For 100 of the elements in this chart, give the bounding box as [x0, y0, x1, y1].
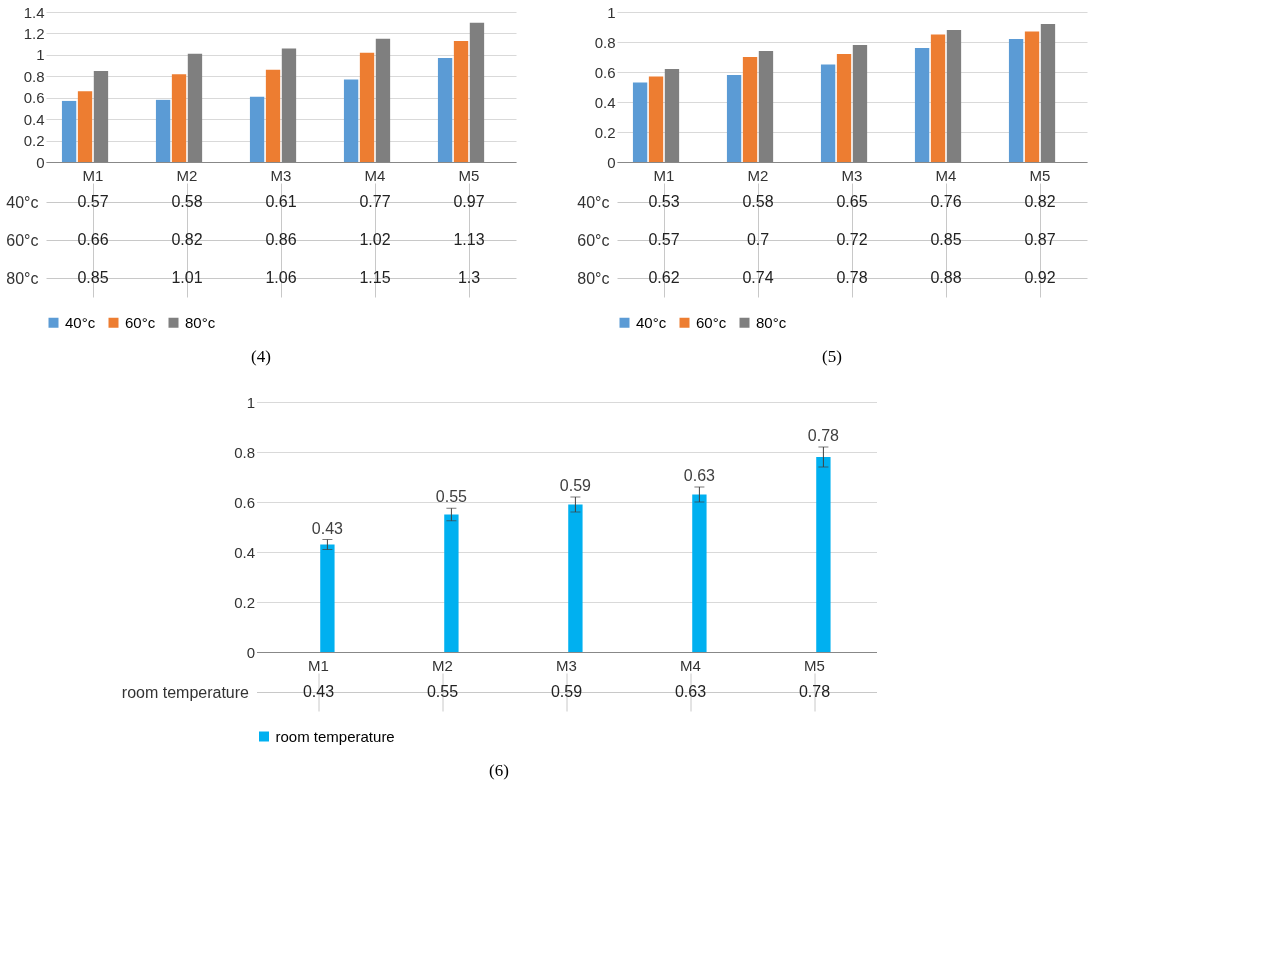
data-label: 1.01	[171, 269, 203, 286]
bar	[453, 40, 469, 162]
text: 80°c	[6, 269, 39, 287]
x-tick-label: M1	[653, 166, 675, 184]
data-label: 0.78	[836, 269, 868, 286]
data-label: 0.72	[836, 231, 868, 248]
data-label: 0.66	[77, 231, 109, 248]
data-label: 0.61	[265, 193, 297, 210]
bar	[77, 91, 93, 162]
data-label: 0.87	[1024, 231, 1056, 248]
y-tick-label: 0	[607, 153, 616, 171]
bar	[930, 34, 946, 162]
text: (5)	[821, 347, 842, 366]
bar	[1008, 39, 1024, 162]
data-label: 0.55	[426, 683, 459, 700]
x-tick-label: M3	[270, 166, 292, 184]
y-tick-label: 0.8	[23, 67, 45, 85]
data-label: 0.58	[742, 193, 774, 210]
data-label: 0.59	[550, 683, 583, 700]
data-label: 0.74	[742, 269, 774, 286]
data-label: 0.82	[171, 231, 203, 248]
data-label: 0.65	[836, 193, 868, 210]
legend-label: 80°c	[185, 313, 216, 331]
bar	[320, 544, 335, 652]
legend-label: 60°c	[125, 313, 156, 331]
bar	[343, 79, 359, 162]
data-label: 0.57	[77, 193, 109, 210]
y-tick-label: 0	[36, 153, 45, 171]
x-tick-label: M1	[308, 656, 329, 674]
text: (4)	[250, 347, 271, 366]
data-label: 0.88	[930, 269, 962, 286]
data-label: 0.76	[930, 193, 962, 210]
x-tick-label: M5	[804, 656, 825, 674]
legend-label: 40°c	[65, 313, 96, 331]
x-tick-label: M3	[841, 166, 863, 184]
bar	[692, 494, 707, 652]
bar	[444, 514, 459, 652]
data-label: 0.58	[171, 193, 203, 210]
legend-label: room temperature	[275, 727, 395, 745]
bar	[249, 96, 265, 162]
data-label: 1.15	[359, 269, 391, 286]
legend-label: 60°c	[696, 313, 727, 331]
bar	[155, 99, 171, 162]
legend-label: 40°c	[636, 313, 667, 331]
bar	[914, 48, 930, 162]
bar	[1024, 31, 1040, 162]
bar	[632, 82, 648, 162]
bar	[568, 504, 583, 652]
bar	[437, 58, 453, 162]
y-tick-label: 1	[246, 393, 255, 411]
y-tick-label: 0.6	[234, 493, 255, 511]
y-tick-label: 1	[607, 3, 616, 21]
data-label: 0.78	[798, 683, 831, 700]
data-label: 0.82	[1024, 193, 1056, 210]
annotation: 0.55	[435, 488, 468, 506]
bar	[816, 457, 831, 652]
text: 60°c	[6, 231, 39, 249]
bar	[359, 52, 375, 162]
x-tick-label: M2	[747, 166, 769, 184]
data-label: 0.62	[648, 269, 680, 286]
bar	[820, 64, 836, 162]
x-tick-label: M4	[935, 166, 957, 184]
text: (6)	[489, 761, 509, 780]
x-tick-label: M4	[680, 656, 701, 674]
y-tick-label: 0.4	[594, 93, 616, 111]
data-label: 0.77	[359, 193, 391, 210]
data-label: 0.57	[648, 231, 680, 248]
bar	[171, 74, 187, 162]
bar	[836, 54, 852, 162]
bar	[648, 76, 664, 162]
y-tick-label: 1	[36, 46, 45, 64]
y-tick-label: 0.4	[23, 110, 45, 128]
y-tick-label: 0.2	[234, 593, 255, 611]
annotation: 0.63	[683, 467, 716, 484]
bar	[742, 57, 758, 162]
y-tick-label: 0.8	[594, 33, 616, 51]
x-tick-label: M5	[458, 166, 480, 184]
text: 80°c	[577, 269, 610, 287]
y-tick-label: 0.4	[234, 543, 255, 561]
y-tick-label: 0.6	[23, 89, 45, 107]
x-tick-label: M1	[82, 166, 104, 184]
data-label: 0.53	[648, 193, 680, 210]
x-tick-label: M2	[176, 166, 198, 184]
data-label: 0.7	[746, 231, 770, 248]
annotation: 0.43	[311, 519, 344, 537]
x-tick-label: M3	[556, 656, 577, 674]
y-tick-label: 0.8	[234, 443, 255, 461]
x-tick-label: M2	[432, 656, 453, 674]
text: 40°c	[6, 193, 39, 211]
bar	[726, 75, 742, 162]
y-tick-label: 1.2	[23, 24, 45, 42]
data-label: 1.06	[265, 269, 297, 286]
annotation: 0.59	[559, 477, 592, 494]
bar	[265, 69, 281, 162]
data-label: 0.86	[265, 231, 297, 248]
y-tick-label: 0.6	[594, 63, 616, 81]
y-tick-label: 0	[246, 643, 255, 661]
data-label: 1.3	[457, 269, 481, 286]
y-tick-label: 1.4	[23, 3, 45, 21]
data-label: 0.85	[930, 231, 962, 248]
